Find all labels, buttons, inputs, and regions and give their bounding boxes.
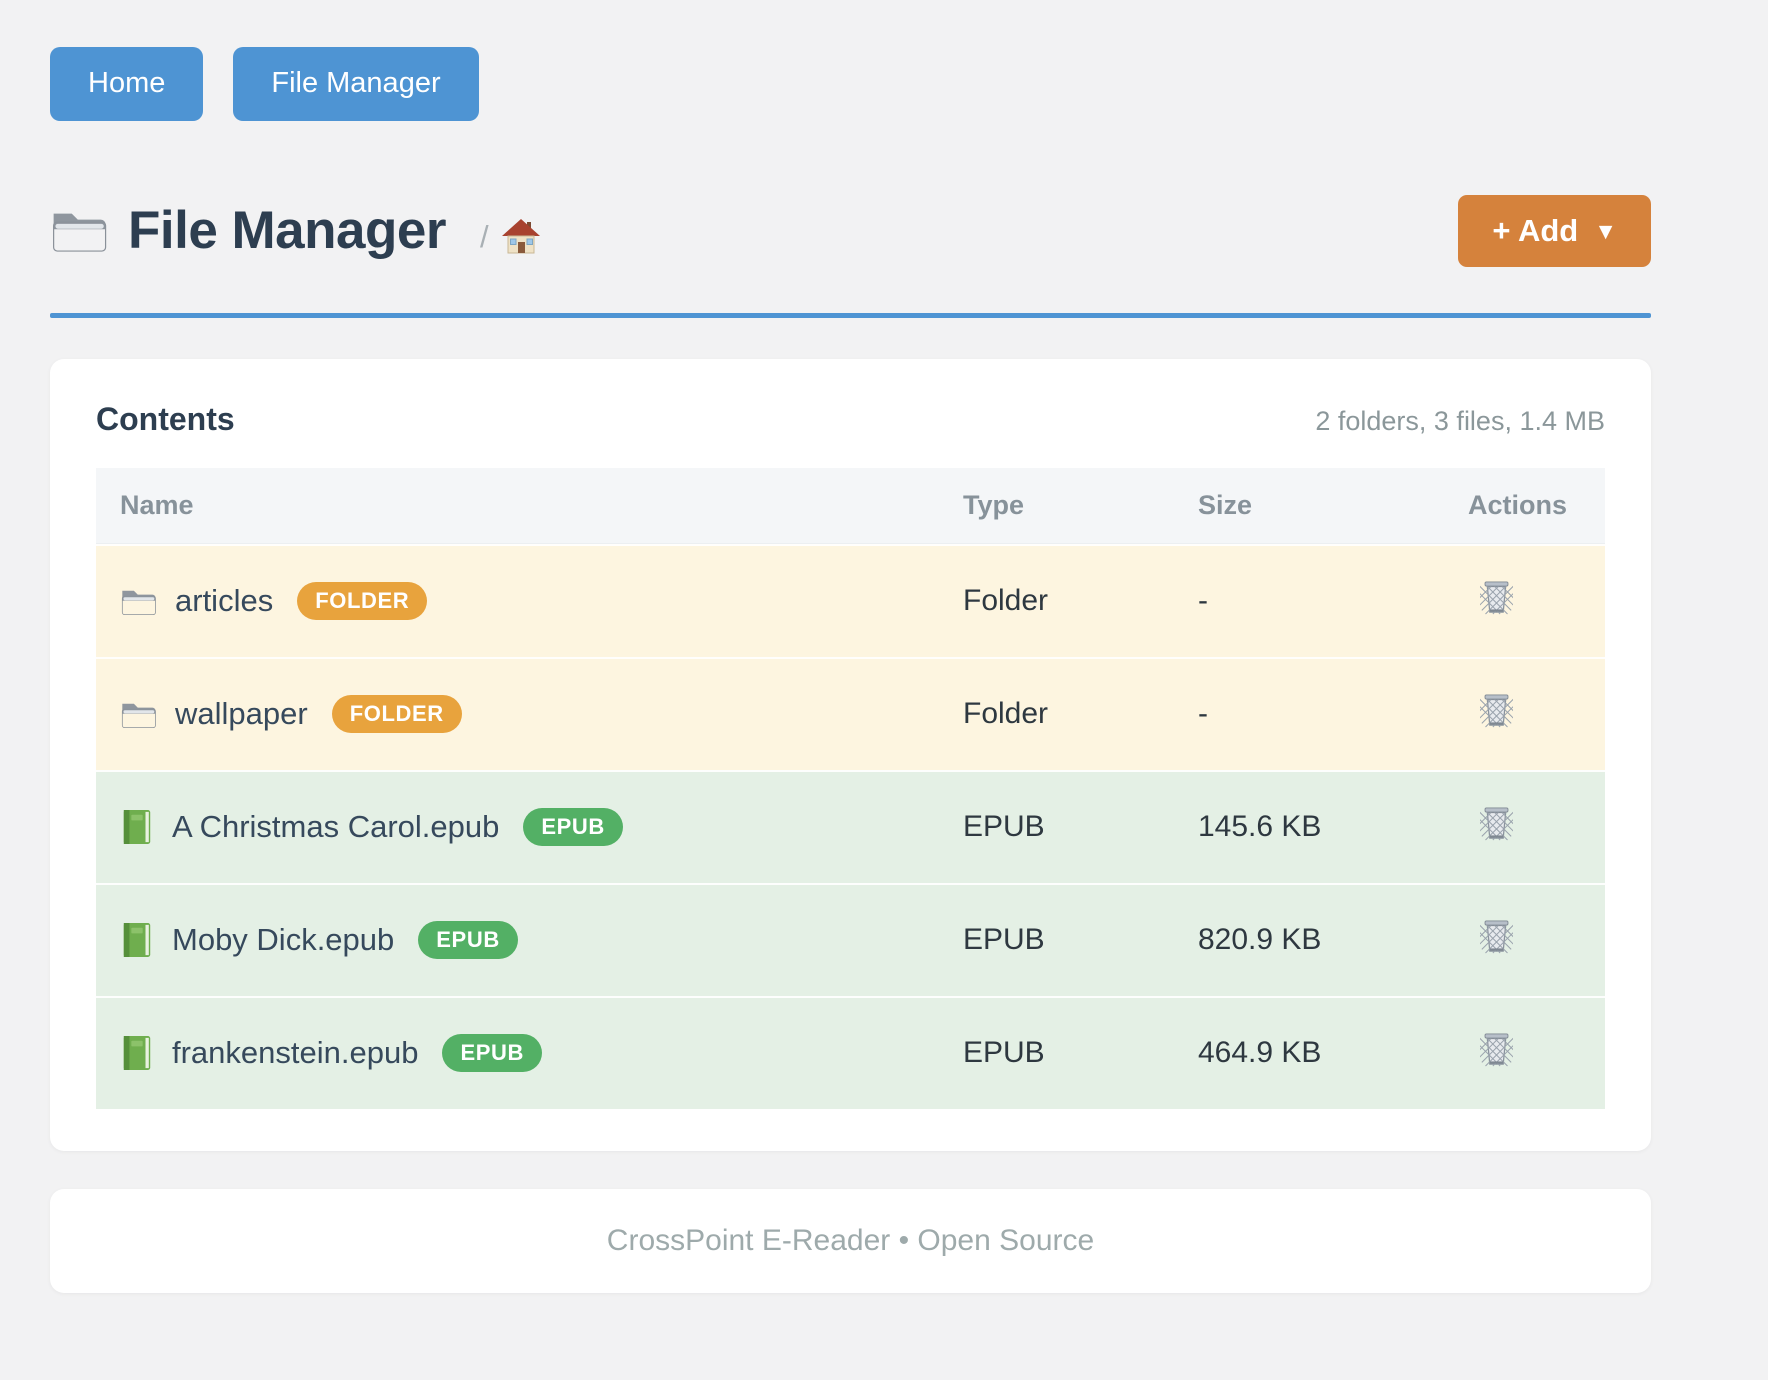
size-cell: - bbox=[1198, 697, 1208, 731]
section-divider bbox=[50, 312, 1651, 318]
table-row-christmas-carol[interactable]: A Christmas Carol.epub EPUB EPUB 145.6 K… bbox=[96, 769, 1605, 883]
trash-icon bbox=[1480, 805, 1513, 842]
epub-badge: EPUB bbox=[523, 808, 623, 847]
files-table: Name Type Size Actions articles FOLDER F… bbox=[96, 467, 1605, 1109]
trash-icon bbox=[1480, 579, 1513, 616]
title-group: File Manager / bbox=[50, 200, 541, 261]
contents-card: Contents 2 folders, 3 files, 1.4 MB Name… bbox=[50, 358, 1651, 1151]
page-header: File Manager / + Add ▼ bbox=[50, 194, 1651, 267]
type-cell: EPUB bbox=[963, 1036, 1045, 1070]
file-name: frankenstein.epub bbox=[172, 1035, 419, 1071]
delete-button[interactable] bbox=[1480, 692, 1513, 729]
add-button-label: + Add bbox=[1492, 212, 1579, 248]
table-row-wallpaper[interactable]: wallpaper FOLDER Folder - bbox=[96, 656, 1605, 770]
delete-button[interactable] bbox=[1480, 579, 1513, 616]
size-cell: 820.9 KB bbox=[1198, 923, 1322, 957]
house-icon[interactable] bbox=[501, 217, 541, 257]
delete-button[interactable] bbox=[1480, 918, 1513, 955]
trash-icon bbox=[1480, 1031, 1513, 1068]
folder-badge: FOLDER bbox=[331, 695, 462, 734]
book-icon bbox=[123, 923, 151, 958]
table-row-articles[interactable]: articles FOLDER Folder - bbox=[96, 543, 1605, 657]
type-cell: EPUB bbox=[963, 923, 1045, 957]
home-button[interactable]: Home bbox=[50, 47, 204, 121]
chevron-down-icon: ▼ bbox=[1594, 218, 1617, 245]
book-icon bbox=[123, 1036, 151, 1071]
page-title: File Manager bbox=[128, 201, 446, 261]
file-manager-button[interactable]: File Manager bbox=[233, 47, 479, 121]
book-icon bbox=[123, 810, 151, 845]
folder-icon bbox=[121, 703, 156, 728]
type-cell: Folder bbox=[963, 584, 1049, 618]
type-cell: EPUB bbox=[963, 810, 1045, 844]
epub-badge: EPUB bbox=[442, 1034, 542, 1073]
contents-card-header: Contents 2 folders, 3 files, 1.4 MB bbox=[96, 401, 1605, 438]
contents-summary: 2 folders, 3 files, 1.4 MB bbox=[1315, 405, 1605, 436]
folder-icon bbox=[53, 213, 107, 253]
footer: CrossPoint E-Reader • Open Source bbox=[50, 1188, 1651, 1293]
type-cell: Folder bbox=[963, 697, 1049, 731]
add-button[interactable]: + Add ▼ bbox=[1458, 194, 1651, 267]
trash-icon bbox=[1480, 918, 1513, 955]
size-cell: 464.9 KB bbox=[1198, 1036, 1322, 1070]
footer-text: CrossPoint E-Reader • Open Source bbox=[606, 1223, 1095, 1257]
table-row-moby-dick[interactable]: Moby Dick.epub EPUB EPUB 820.9 KB bbox=[96, 882, 1605, 996]
file-manager-page: Home File Manager File Manager / + Add ▼… bbox=[50, 47, 1651, 1293]
column-header-size: Size bbox=[1198, 489, 1253, 520]
delete-button[interactable] bbox=[1480, 1031, 1513, 1068]
size-cell: 145.6 KB bbox=[1198, 810, 1322, 844]
file-name: A Christmas Carol.epub bbox=[172, 809, 500, 845]
table-row-frankenstein[interactable]: frankenstein.epub EPUB EPUB 464.9 KB bbox=[96, 995, 1605, 1109]
breadcrumb: / bbox=[480, 217, 541, 257]
folder-icon bbox=[121, 590, 156, 615]
delete-button[interactable] bbox=[1480, 805, 1513, 842]
top-nav: Home File Manager bbox=[50, 47, 1651, 121]
file-name: wallpaper bbox=[175, 696, 308, 732]
file-name: Moby Dick.epub bbox=[172, 922, 395, 958]
folder-badge: FOLDER bbox=[297, 582, 428, 621]
table-header-row: Name Type Size Actions bbox=[96, 467, 1605, 544]
breadcrumb-separator: / bbox=[479, 218, 489, 254]
section-title: Contents bbox=[96, 400, 235, 437]
column-header-type: Type bbox=[963, 489, 1025, 520]
size-cell: - bbox=[1198, 584, 1208, 618]
trash-icon bbox=[1480, 692, 1513, 729]
file-name: articles bbox=[175, 583, 274, 619]
column-header-name: Name bbox=[120, 489, 194, 520]
epub-badge: EPUB bbox=[418, 921, 518, 960]
column-header-actions: Actions bbox=[1468, 489, 1568, 520]
